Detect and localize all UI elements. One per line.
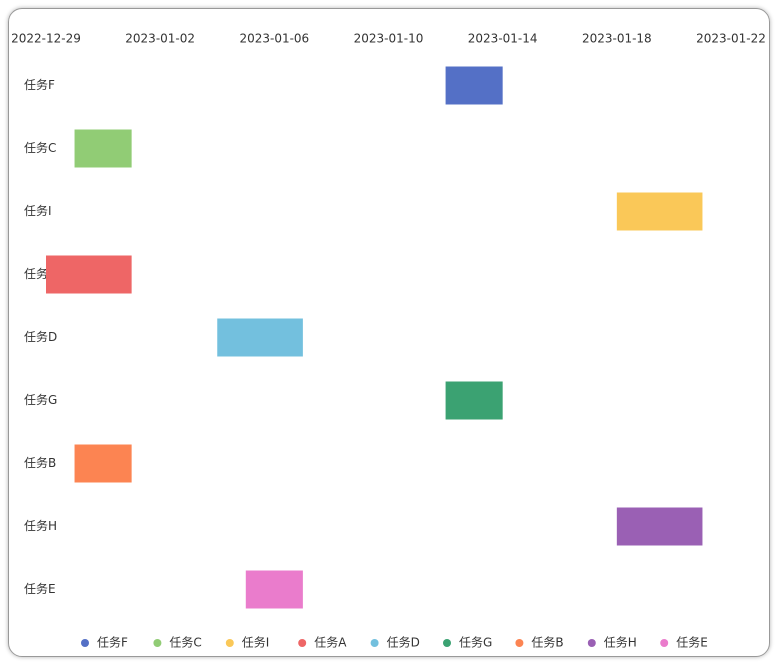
legend-marker	[225, 639, 234, 647]
legend-label: 任务D	[387, 635, 420, 650]
y-tick-label: 任务G	[24, 392, 57, 407]
legend-marker	[81, 639, 89, 647]
bar	[74, 444, 132, 483]
y-tick-label: 任务B	[24, 455, 56, 470]
legend-marker	[443, 639, 451, 647]
x-tick-label: 2023-01-18	[582, 32, 652, 46]
bar	[616, 507, 703, 546]
x-tick-label: 2023-01-02	[125, 32, 195, 46]
legend-label: 任务A	[314, 635, 347, 650]
legend-marker	[153, 639, 162, 647]
frame	[8, 8, 770, 657]
x-tick-label: 2022-12-29	[11, 32, 81, 46]
y-tick-label: 任务E	[24, 581, 56, 596]
legend-marker	[660, 639, 669, 647]
y-tick-label: 任务H	[24, 518, 57, 533]
y-tick-label: 任务D	[24, 329, 57, 344]
bar	[245, 570, 303, 609]
y-tick-label: 任务I	[24, 203, 52, 218]
legend-marker	[298, 639, 307, 647]
bar	[74, 129, 132, 168]
legend-label: 任务E	[676, 635, 708, 650]
bar	[616, 192, 703, 231]
x-tick-label: 2023-01-14	[468, 32, 538, 46]
y-tick-label: 任务F	[24, 77, 55, 92]
bar	[445, 381, 503, 420]
bar	[445, 66, 503, 105]
bar	[217, 318, 303, 357]
legend-marker	[370, 639, 379, 647]
legend-marker	[587, 639, 596, 647]
x-tick-label: 2023-01-10	[354, 32, 424, 46]
bar	[46, 255, 132, 294]
legend-label: 任务C	[169, 635, 201, 650]
legend-label: 任务F	[97, 635, 128, 650]
y-tick-label: 任务C	[24, 140, 56, 155]
legend-label: 任务G	[459, 635, 492, 650]
x-tick-label: 2023-01-06	[239, 32, 309, 46]
legend-label: 任务I	[242, 635, 270, 650]
legend-label: 任务B	[531, 635, 563, 650]
x-tick-label: 2023-01-22	[696, 32, 766, 46]
legend-label: 任务H	[604, 635, 637, 650]
legend-marker	[515, 639, 524, 647]
